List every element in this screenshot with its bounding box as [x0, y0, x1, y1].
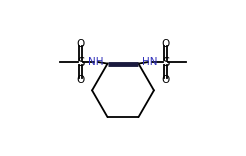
Text: S: S — [77, 56, 84, 68]
Text: NH: NH — [88, 57, 104, 67]
Text: O: O — [161, 39, 170, 49]
Text: S: S — [162, 56, 169, 68]
Text: O: O — [76, 39, 85, 49]
Text: O: O — [161, 75, 170, 85]
Text: O: O — [76, 75, 85, 85]
Text: HN: HN — [142, 57, 158, 67]
